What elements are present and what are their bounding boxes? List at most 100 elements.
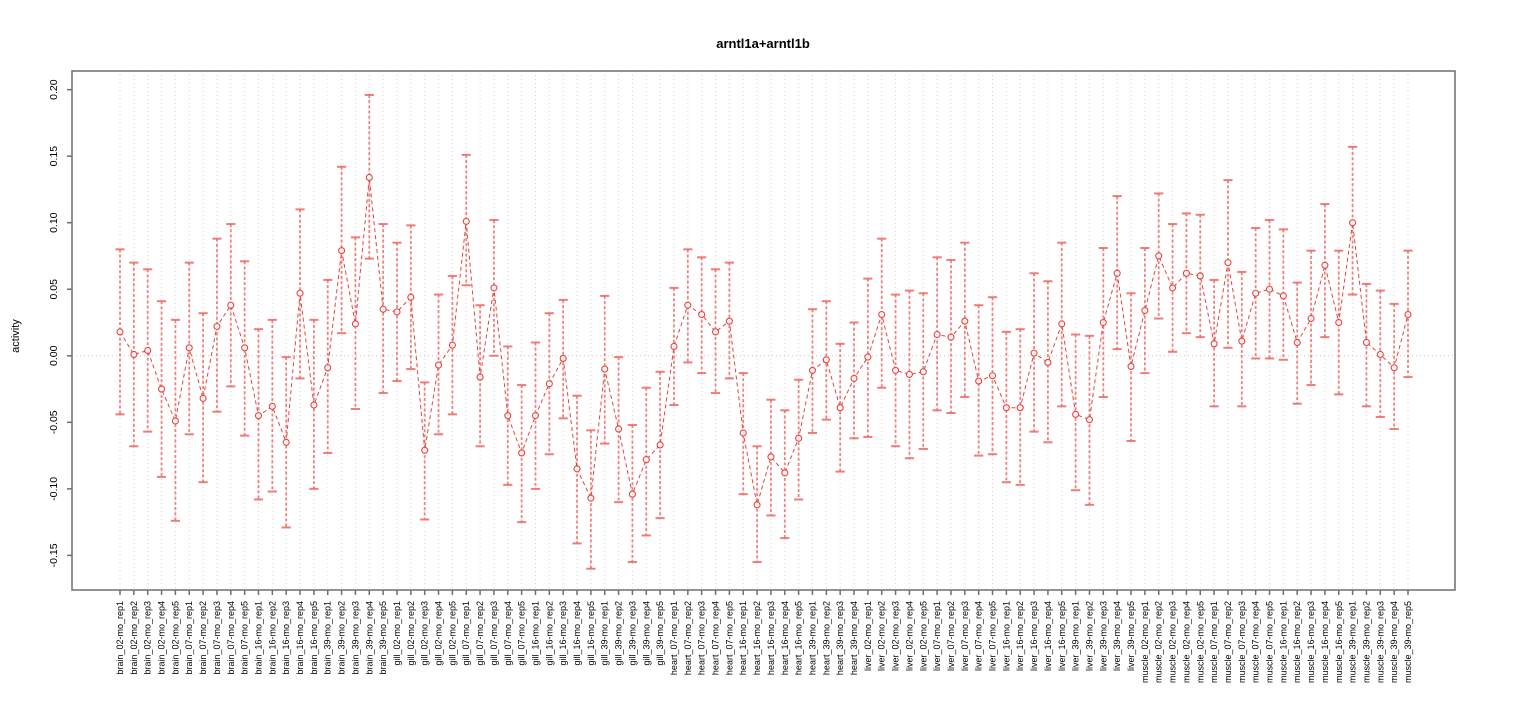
x-tick-label: muscle_16-mo_rep5 (1334, 601, 1344, 683)
x-tick-label: muscle_39-mo_rep4 (1389, 601, 1399, 683)
x-tick-label: heart_07-mo_rep1 (669, 601, 679, 675)
x-tick-label: liver_39-mo_rep5 (1126, 601, 1136, 671)
x-tick-label: heart_07-mo_rep3 (697, 601, 707, 675)
x-tick-label: muscle_02-mo_rep5 (1195, 601, 1205, 683)
x-tick-label: brain_07-mo_rep3 (212, 601, 222, 675)
x-tick-label: muscle_16-mo_rep1 (1278, 601, 1288, 683)
x-tick-label: brain_16-mo_rep1 (253, 601, 263, 675)
data-points (116, 173, 1412, 509)
x-tick-label: brain_16-mo_rep4 (295, 601, 305, 675)
x-tick-label: gill_16-mo_rep1 (530, 601, 540, 666)
series-line (119, 177, 1409, 505)
x-tick-label: gill_07-mo_rep5 (517, 601, 527, 666)
x-tick-label: brain_39-mo_rep5 (378, 601, 388, 675)
x-tick-label: liver_16-mo_rep4 (1043, 601, 1053, 671)
x-tick-label: muscle_07-mo_rep1 (1209, 601, 1219, 683)
x-tick-label: liver_16-mo_rep2 (1015, 601, 1025, 671)
y-tick-label: -0.05 (48, 410, 60, 434)
x-tick-label: heart_07-mo_rep4 (711, 601, 721, 675)
x-tick-label: heart_16-mo_rep2 (752, 601, 762, 675)
y-axis: 0.20 0.15 0.10 0.05 0.00 -0.05 -0.10 -0.15 (48, 79, 72, 567)
x-tick-label: muscle_39-mo_rep2 (1361, 601, 1371, 683)
x-tick-label: gill_07-mo_rep3 (489, 601, 499, 666)
x-tick-label: gill_39-mo_rep3 (627, 601, 637, 666)
y-tick-label: 0.20 (48, 79, 60, 100)
x-tick-label: muscle_39-mo_rep3 (1375, 601, 1385, 683)
x-tick-label: gill_16-mo_rep5 (586, 601, 596, 666)
x-tick-label: liver_02-mo_rep1 (863, 601, 873, 671)
x-tick-label: gill_07-mo_rep1 (461, 601, 471, 666)
x-tick-label: muscle_07-mo_rep3 (1237, 601, 1247, 683)
x-tick-label: heart_07-mo_rep2 (683, 601, 693, 675)
x-tick-label: muscle_02-mo_rep3 (1168, 601, 1178, 683)
x-tick-label: liver_02-mo_rep4 (904, 601, 914, 671)
x-tick-label: gill_16-mo_rep3 (558, 601, 568, 666)
x-tick-label: liver_02-mo_rep2 (877, 601, 887, 671)
x-tick-label: gill_39-mo_rep1 (600, 601, 610, 666)
y-tick-label: 0.00 (48, 345, 60, 366)
x-tick-label: brain_07-mo_rep5 (240, 601, 250, 675)
chart-title: arntl1a+arntl1b (716, 36, 810, 51)
x-tick-label: liver_39-mo_rep1 (1071, 601, 1081, 671)
x-tick-label: muscle_16-mo_rep2 (1292, 601, 1302, 683)
x-tick-label: gill_39-mo_rep2 (614, 601, 624, 666)
x-tick-label: brain_02-mo_rep4 (157, 601, 167, 675)
x-tick-label: muscle_07-mo_rep5 (1265, 601, 1275, 683)
x-tick-label: liver_02-mo_rep5 (918, 601, 928, 671)
x-tick-label: liver_07-mo_rep4 (974, 601, 984, 671)
x-tick-label: muscle_02-mo_rep4 (1181, 601, 1191, 683)
y-tick-label: 0.10 (48, 212, 60, 233)
x-tick-label: brain_16-mo_rep5 (309, 601, 319, 675)
x-axis: brain_02-mo_rep1 brain_02-mo_rep2 brain_02… (115, 590, 1413, 683)
x-tick-label: brain_02-mo_rep3 (143, 601, 153, 675)
x-tick-label: heart_07-mo_rep5 (724, 601, 734, 675)
x-tick-label: muscle_02-mo_rep1 (1140, 601, 1150, 683)
y-tick-label: -0.10 (48, 477, 60, 501)
x-tick-label: heart_16-mo_rep5 (794, 601, 804, 675)
x-tick-label: gill_02-mo_rep4 (434, 601, 444, 666)
gridlines (119, 71, 1409, 590)
x-tick-label: brain_39-mo_rep2 (337, 601, 347, 675)
x-tick-label: liver_07-mo_rep1 (932, 601, 942, 671)
x-tick-label: muscle_39-mo_rep5 (1403, 601, 1413, 683)
y-tick-label: -0.15 (48, 543, 60, 567)
x-tick-label: brain_39-mo_rep1 (323, 601, 333, 675)
x-tick-label: heart_39-mo_rep2 (821, 601, 831, 675)
x-tick-label: gill_16-mo_rep2 (544, 601, 554, 666)
x-tick-label: brain_07-mo_rep1 (184, 601, 194, 675)
x-tick-label: gill_39-mo_rep5 (655, 601, 665, 666)
error-bars (115, 93, 1413, 570)
x-tick-label: gill_02-mo_rep3 (420, 601, 430, 666)
x-tick-label: gill_39-mo_rep4 (641, 601, 651, 666)
x-tick-label: muscle_02-mo_rep2 (1154, 601, 1164, 683)
x-tick-label: muscle_16-mo_rep3 (1306, 601, 1316, 683)
x-tick-label: liver_07-mo_rep3 (960, 601, 970, 671)
x-tick-label: liver_07-mo_rep2 (946, 601, 956, 671)
x-tick-label: heart_16-mo_rep3 (766, 601, 776, 675)
x-tick-label: brain_07-mo_rep4 (226, 601, 236, 675)
x-tick-label: gill_07-mo_rep4 (503, 601, 513, 666)
x-tick-label: brain_07-mo_rep2 (198, 601, 208, 675)
x-tick-label: brain_16-mo_rep2 (267, 601, 277, 675)
x-tick-label: brain_02-mo_rep1 (115, 601, 125, 675)
x-tick-label: liver_39-mo_rep2 (1084, 601, 1094, 671)
x-tick-label: heart_16-mo_rep1 (738, 601, 748, 675)
x-tick-label: brain_16-mo_rep3 (281, 601, 291, 675)
x-tick-label: gill_07-mo_rep2 (475, 601, 485, 666)
x-tick-label: gill_16-mo_rep4 (572, 601, 582, 666)
x-tick-label: brain_39-mo_rep4 (364, 601, 374, 675)
x-tick-label: gill_02-mo_rep5 (447, 601, 457, 666)
x-tick-label: liver_16-mo_rep3 (1029, 601, 1039, 671)
x-tick-label: brain_02-mo_rep5 (170, 601, 180, 675)
x-tick-label: heart_39-mo_rep4 (849, 601, 859, 675)
x-tick-label: heart_16-mo_rep4 (780, 601, 790, 675)
x-tick-label: muscle_39-mo_rep1 (1348, 601, 1358, 683)
x-tick-label: brain_02-mo_rep2 (129, 601, 139, 675)
x-tick-label: liver_16-mo_rep1 (1001, 601, 1011, 671)
x-tick-label: muscle_07-mo_rep2 (1223, 601, 1233, 683)
x-tick-label: liver_02-mo_rep3 (891, 601, 901, 671)
x-tick-label: heart_39-mo_rep1 (807, 601, 817, 675)
x-tick-label: heart_39-mo_rep3 (835, 601, 845, 675)
